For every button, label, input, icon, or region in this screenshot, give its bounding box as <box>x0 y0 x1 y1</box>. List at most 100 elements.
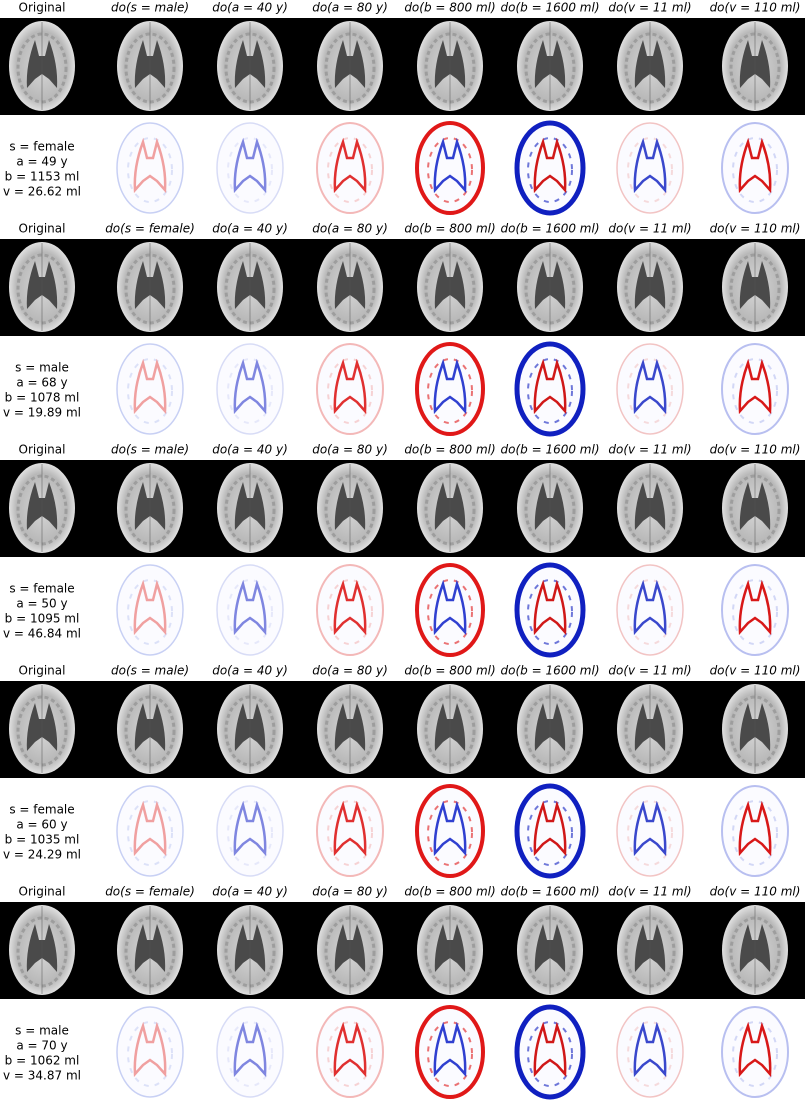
difference-ventricle <box>433 1021 467 1078</box>
difference-ventricle <box>533 579 567 636</box>
difference-texture <box>527 800 573 866</box>
difference-texture <box>732 800 778 866</box>
difference-map <box>721 1006 789 1098</box>
difference-ventricle <box>533 800 567 857</box>
difference-map <box>721 785 789 877</box>
brain-image <box>417 242 483 332</box>
difference-map <box>116 343 184 435</box>
difference-ventricle <box>433 800 467 857</box>
brain-image <box>722 684 788 774</box>
brain-image <box>517 905 583 995</box>
difference-ventricle <box>433 579 467 636</box>
brain-image <box>617 463 683 553</box>
difference-map <box>616 122 684 214</box>
difference-map <box>415 784 485 878</box>
difference-rim <box>514 120 586 216</box>
brain-image <box>9 684 75 774</box>
column-header: Original <box>19 1 66 15</box>
difference-texture <box>427 137 473 203</box>
difference-texture <box>327 1021 373 1087</box>
panel-block: Original do(s = male) do(a = 40 y) do(a = 8… <box>0 664 805 879</box>
column-header: do(a = 80 y) <box>312 885 388 899</box>
column-header: do(a = 80 y) <box>312 443 388 457</box>
column-header: do(a = 40 y) <box>212 222 288 236</box>
difference-map <box>316 1006 384 1098</box>
difference-rim <box>721 785 789 877</box>
panel-block: Original do(s = female) do(a = 40 y) do(a =… <box>0 885 805 1100</box>
column-header: do(v = 11 ml) <box>608 222 691 236</box>
difference-texture <box>732 1021 778 1087</box>
column-header: Original <box>19 664 66 678</box>
difference-rim <box>616 122 684 214</box>
difference-rim <box>415 1005 485 1099</box>
column-header: do(v = 110 ml) <box>710 664 801 678</box>
column-header: do(b = 1600 ml) <box>501 1 600 15</box>
column-header: do(v = 11 ml) <box>608 664 691 678</box>
difference-map <box>216 564 284 656</box>
panel-block: Original do(s = male) do(a = 40 y) do(a = 8… <box>0 1 805 216</box>
difference-texture <box>127 579 173 645</box>
difference-map <box>116 1006 184 1098</box>
difference-ventricle <box>133 137 167 194</box>
attribute-label: s = male <box>15 361 69 375</box>
brain-image <box>217 905 283 995</box>
panel-block: Original do(s = female) do(a = 40 y) do(a =… <box>0 222 805 437</box>
difference-ventricle <box>738 358 772 415</box>
brain-image <box>9 463 75 553</box>
difference-rim <box>514 341 586 437</box>
difference-texture <box>427 358 473 424</box>
difference-texture <box>732 137 778 203</box>
difference-texture <box>527 579 573 645</box>
column-header: do(b = 1600 ml) <box>501 664 600 678</box>
difference-rim <box>721 1006 789 1098</box>
column-header: do(b = 800 ml) <box>404 885 495 899</box>
brain-image <box>217 21 283 111</box>
column-header: do(v = 11 ml) <box>608 443 691 457</box>
difference-ventricle <box>633 137 667 194</box>
brain-image <box>117 21 183 111</box>
difference-map <box>514 783 586 879</box>
difference-ventricle <box>133 800 167 857</box>
difference-rim <box>216 122 284 214</box>
attribute-label: v = 24.29 ml <box>3 848 81 862</box>
difference-map <box>216 122 284 214</box>
attribute-label: a = 49 y <box>16 155 67 169</box>
difference-ventricle <box>633 1021 667 1078</box>
difference-ventricle <box>133 579 167 636</box>
attribute-label: a = 70 y <box>16 1039 67 1053</box>
difference-ventricle <box>738 579 772 636</box>
brain-image <box>317 21 383 111</box>
difference-map <box>415 563 485 657</box>
difference-texture <box>627 579 673 645</box>
difference-texture <box>627 137 673 203</box>
column-header: do(b = 1600 ml) <box>501 222 600 236</box>
column-header: do(b = 1600 ml) <box>501 443 600 457</box>
difference-map <box>616 343 684 435</box>
brain-image <box>722 905 788 995</box>
difference-ventricle <box>133 358 167 415</box>
difference-texture <box>527 1021 573 1087</box>
brain-image <box>317 463 383 553</box>
column-header: do(b = 1600 ml) <box>501 885 600 899</box>
difference-rim <box>415 563 485 657</box>
difference-map <box>316 122 384 214</box>
difference-ventricle <box>133 1021 167 1078</box>
difference-texture <box>627 800 673 866</box>
difference-rim <box>216 564 284 656</box>
difference-rim <box>116 122 184 214</box>
brain-image <box>517 21 583 111</box>
difference-texture <box>627 1021 673 1087</box>
difference-map <box>316 343 384 435</box>
column-header: do(a = 40 y) <box>212 443 288 457</box>
column-header: do(s = male) <box>111 443 189 457</box>
difference-rim <box>116 785 184 877</box>
attribute-label: b = 1035 ml <box>5 833 80 847</box>
difference-ventricle <box>233 137 267 194</box>
difference-rim <box>616 564 684 656</box>
difference-map <box>721 122 789 214</box>
difference-rim <box>316 122 384 214</box>
attribute-label: v = 26.62 ml <box>3 185 81 199</box>
difference-texture <box>732 579 778 645</box>
difference-texture <box>427 579 473 645</box>
difference-map <box>514 1004 586 1100</box>
